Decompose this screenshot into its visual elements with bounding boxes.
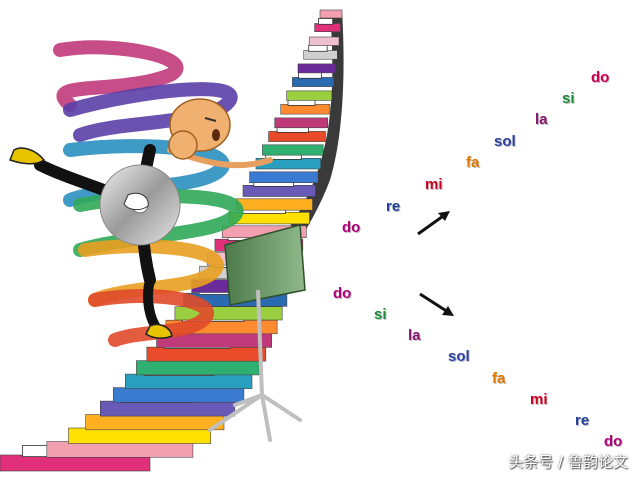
solfege-note: si [562,90,575,107]
piano-key [249,171,319,184]
arrow-down-right-icon [419,292,454,316]
piano-key-white [318,18,334,25]
piano-key [113,387,245,403]
solfege-note: re [575,412,590,429]
piano-key [46,441,194,458]
solfege-note: mi [425,176,443,193]
piano-key [303,50,338,60]
solfege-note: fa [466,154,480,171]
solfege-note: si [374,306,387,323]
solfege-note: sol [448,348,470,365]
solfege-note: re [386,198,401,215]
piano-key [85,414,225,431]
music-stand [208,224,306,442]
piano-key [146,346,267,362]
piano-key [314,23,341,32]
piano-key [286,90,333,101]
solfege-note: mi [530,391,548,408]
piano-key [68,427,211,444]
piano-key [319,9,343,19]
piano-key [242,185,316,197]
piano-key [297,63,336,74]
piano-key [268,131,326,142]
solfege-note: sol [494,133,516,150]
piano-key [292,77,335,87]
piano-key [262,144,324,156]
piano-key [235,198,313,211]
piano-key [100,400,236,417]
solfege-note: do [333,285,352,302]
piano-key [125,373,253,389]
watermark-text: 头条号 / 鲁韵论文 [508,453,628,471]
piano-key [308,36,340,46]
solfege-note: do [591,69,610,86]
solfege-note: fa [492,370,506,387]
solfege-note: do [604,433,623,450]
piano-key-white [308,44,328,52]
solfege-note: la [408,327,421,344]
singer-figure [9,98,273,339]
solfege-note: la [535,111,548,128]
piano-key [274,117,329,129]
piano-key [136,360,260,376]
arrow-up-right-icon [417,211,450,236]
piano-key [280,104,331,115]
solfege-note: do [342,219,361,236]
